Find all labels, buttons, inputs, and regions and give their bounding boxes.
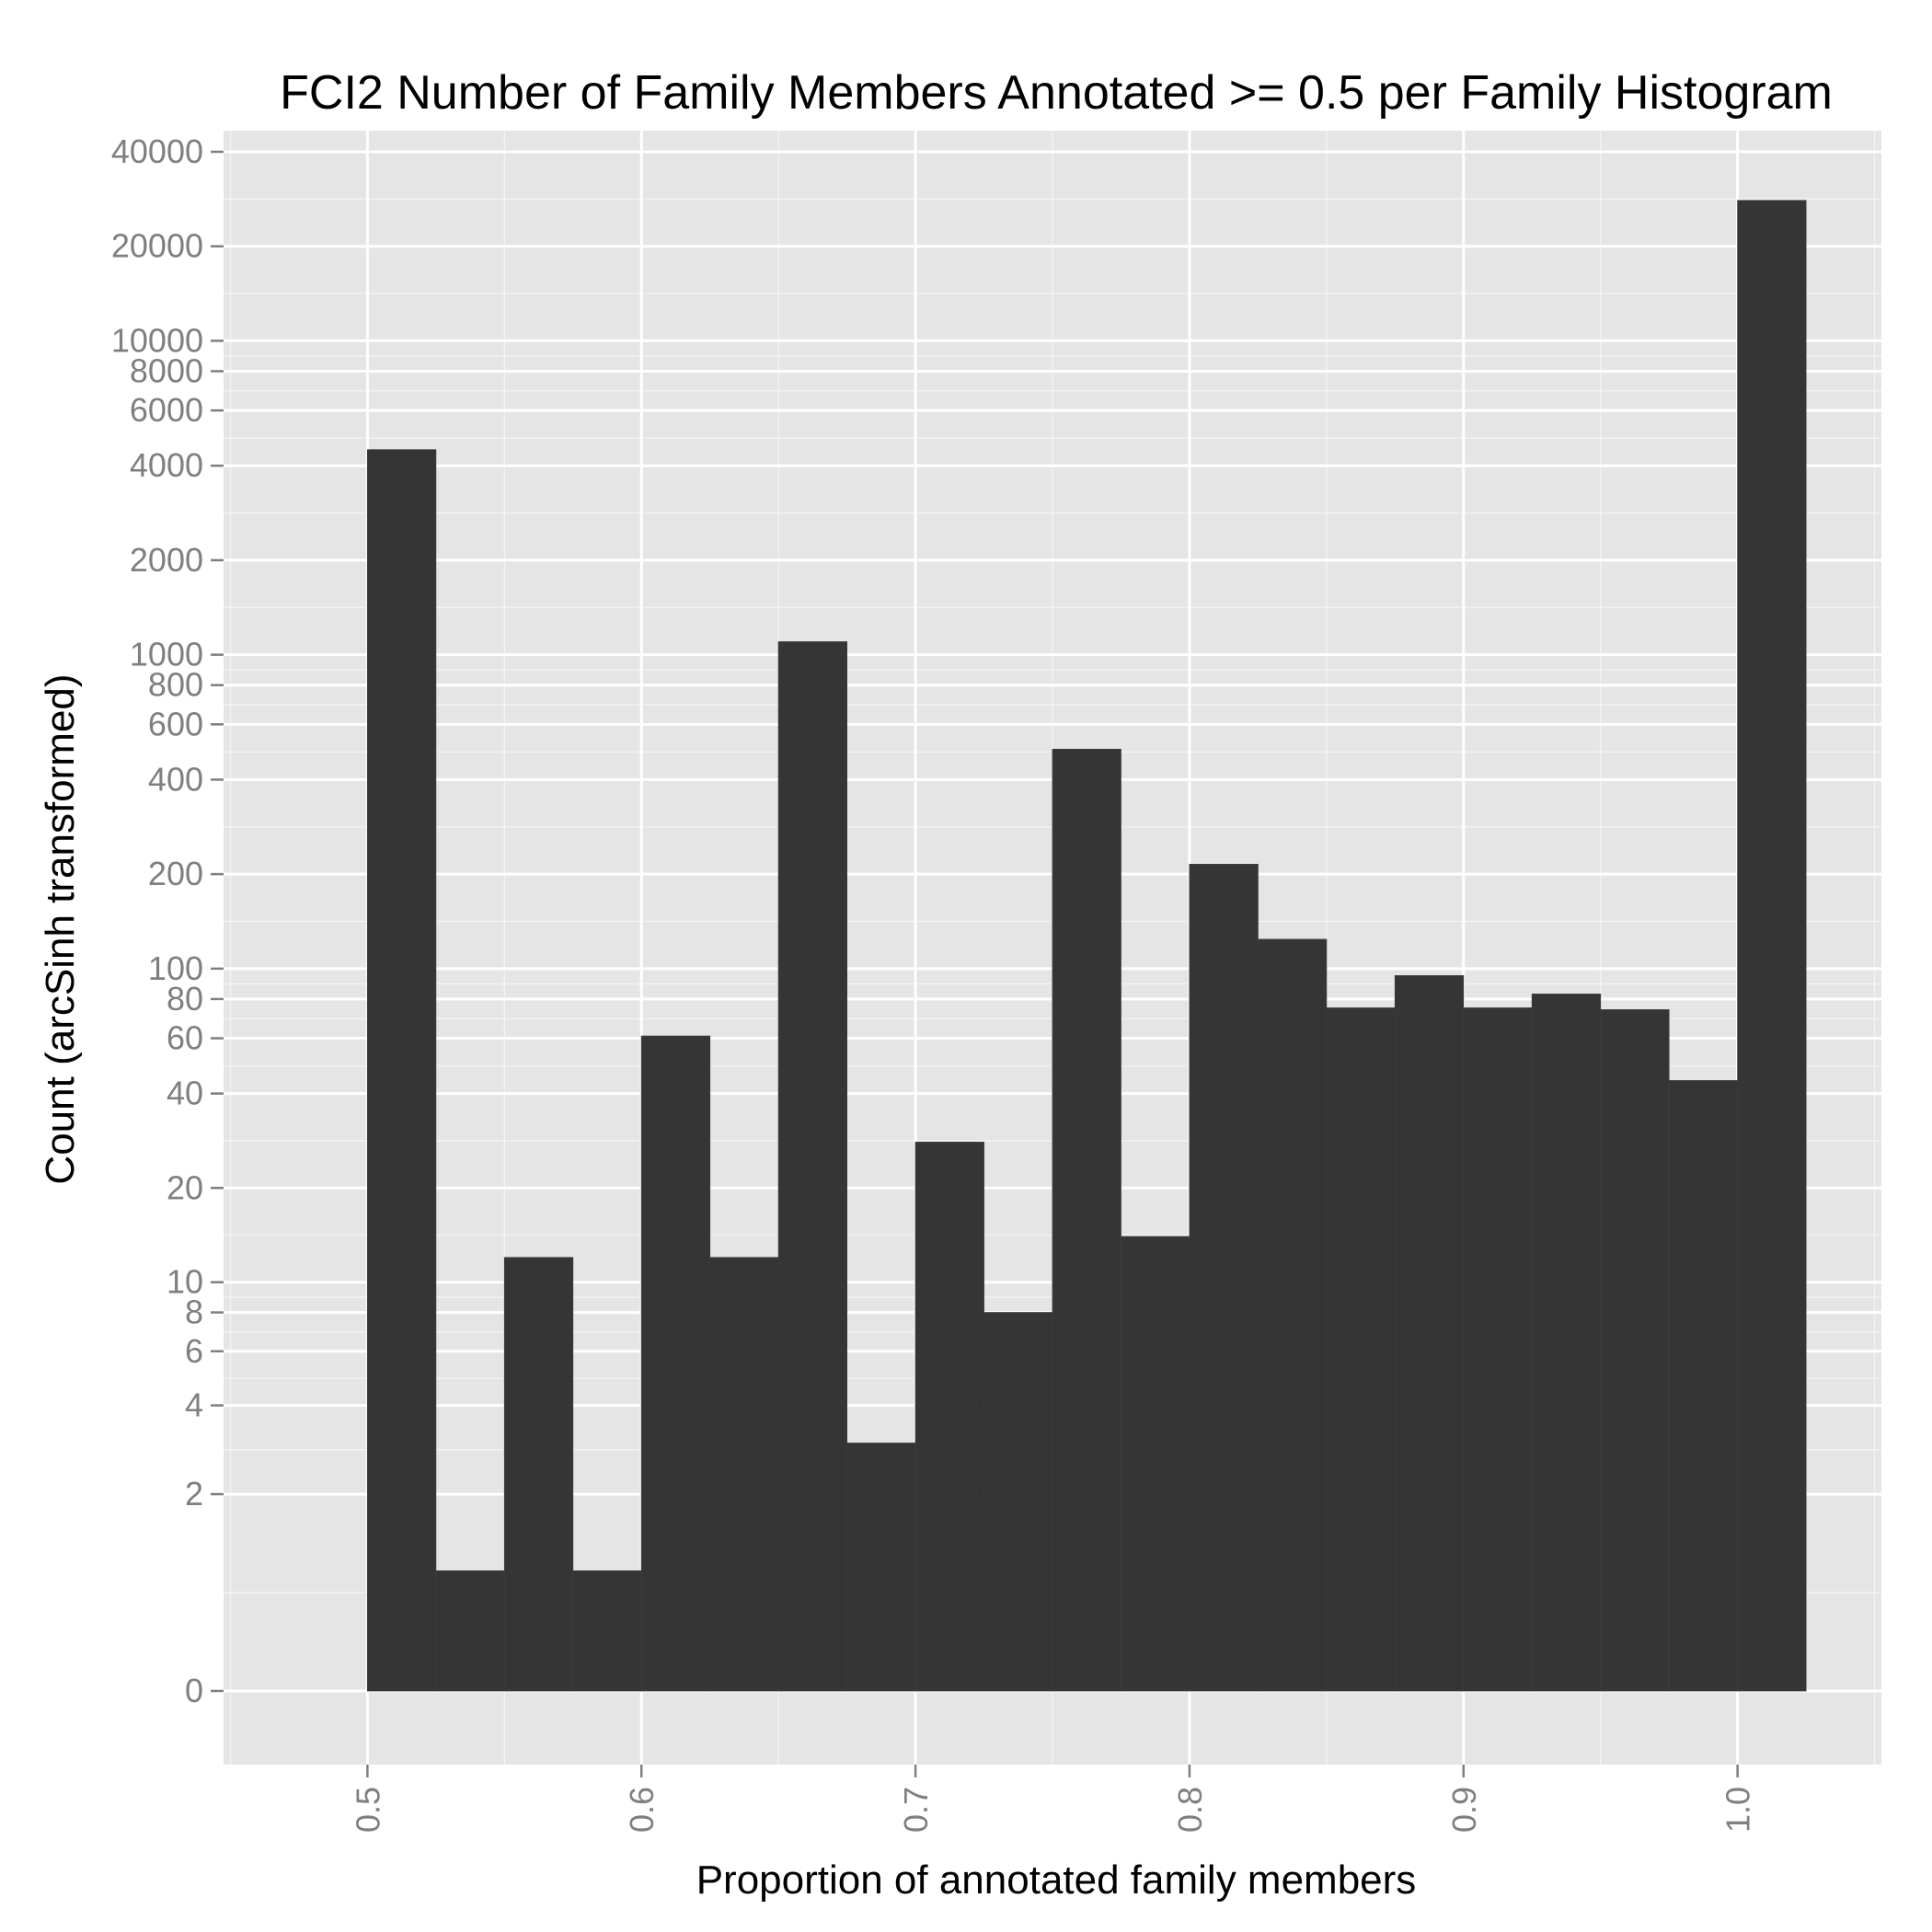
histogram-bar [572, 1570, 642, 1692]
histogram-bar [640, 1035, 711, 1692]
y-tick-label: 2 [185, 1475, 203, 1512]
y-tick-label: 4 [185, 1386, 203, 1424]
histogram-bar [366, 449, 437, 1692]
y-tick-label: 400 [148, 760, 203, 798]
histogram-bar [1668, 1080, 1739, 1692]
histogram-bar [1463, 1007, 1533, 1692]
histogram-bar [709, 1257, 779, 1692]
y-tick-label: 6 [185, 1332, 203, 1370]
y-tick-label: 8 [185, 1294, 203, 1331]
histogram-bar [503, 1257, 574, 1692]
histogram-bar [983, 1312, 1053, 1692]
histogram-bar [1600, 1009, 1670, 1692]
chart-title: FCI2 Number of Family Members Annotated … [280, 66, 1833, 120]
y-tick-label: 10 [167, 1263, 203, 1301]
x-tick-label: 1.0 [1719, 1787, 1757, 1833]
histogram-bar [1189, 864, 1259, 1692]
y-tick-label: 4000 [130, 446, 203, 484]
histogram-bars [366, 200, 1807, 1692]
histogram-bar [777, 641, 848, 1692]
x-tick-label: 0.6 [623, 1787, 661, 1833]
y-tick-label: 80 [167, 980, 203, 1018]
x-tick-label: 0.8 [1171, 1787, 1209, 1833]
y-tick-label: 200 [148, 855, 203, 892]
x-axis: 0.5 0.6 0.7 0.8 0.9 1.0 [349, 1765, 1757, 1833]
y-tick-label: 20 [167, 1168, 203, 1206]
y-tick-label: 1000 [130, 636, 203, 673]
x-tick-label: 0.7 [897, 1787, 935, 1833]
histogram-bar [435, 1570, 505, 1692]
y-tick-label: 60 [167, 1019, 203, 1057]
x-tick-label: 0.5 [349, 1787, 386, 1833]
histogram-bar [1737, 200, 1807, 1692]
y-tick-label: 10000 [111, 321, 203, 359]
x-axis-title: Proportion of annotated family members [696, 1857, 1417, 1903]
histogram-bar [1121, 1236, 1190, 1692]
y-tick-label: 0 [185, 1672, 203, 1709]
histogram-bar [846, 1443, 916, 1692]
histogram-bar [914, 1142, 984, 1692]
y-tick-label: 2000 [130, 541, 203, 579]
y-tick-label: 600 [148, 705, 203, 742]
x-tick-label: 0.9 [1445, 1787, 1483, 1833]
histogram-bar [1257, 938, 1328, 1692]
y-tick-label: 100 [148, 949, 203, 987]
y-tick-label: 6000 [130, 391, 203, 429]
histogram-bar [1052, 748, 1121, 1692]
y-tick-label: 40 [167, 1075, 203, 1112]
y-tick-label: 800 [148, 666, 203, 704]
histogram-bar [1394, 975, 1465, 1692]
y-tick-label: 8000 [130, 351, 203, 389]
y-tick-label: 20000 [111, 227, 203, 265]
histogram-bar [1326, 1007, 1396, 1692]
histogram-bar [1531, 994, 1602, 1692]
y-axis-title: Count (arcSinh transformed) [38, 673, 83, 1184]
y-tick-label: 40000 [111, 132, 203, 170]
